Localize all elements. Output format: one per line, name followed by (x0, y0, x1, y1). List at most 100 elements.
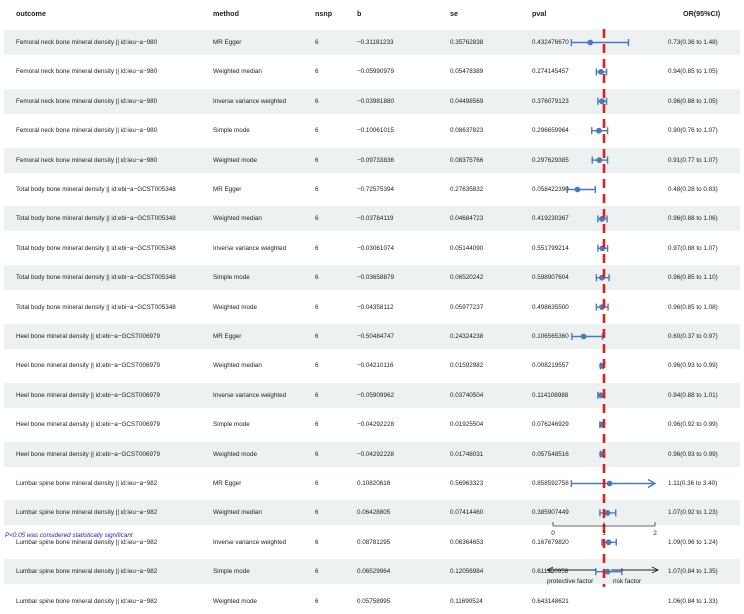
table-row: Heel bone mineral density || id:ebi−a−GC… (4, 441, 740, 467)
cell-nsnp: 6 (315, 333, 319, 340)
cell-pval: 0.274145457 (532, 68, 569, 76)
protective-arrow-head (545, 566, 554, 574)
cell-se: 0.05977237 (450, 303, 484, 311)
cell-outcome: Lumbar spine bone mineral density || id:… (16, 568, 158, 576)
cell-b: −0.03061074 (357, 244, 394, 252)
header-b: b (357, 9, 362, 18)
cell-se: 0.12056984 (450, 568, 484, 576)
cell-or-ci: 0.96(0.85 to 1.08) (668, 303, 718, 311)
cell-method: Simple mode (213, 421, 250, 429)
cell-nsnp: 6 (315, 538, 319, 546)
cell-method: Weighted mode (213, 450, 257, 458)
cell-nsnp: 6 (315, 244, 319, 252)
cell-b: −0.04292228 (357, 450, 394, 458)
cell-nsnp: 6 (315, 274, 319, 282)
cell-pval: 0.057548516 (532, 450, 569, 458)
cell-nsnp: 6 (315, 480, 319, 487)
table-row: Heel bone mineral density || id:ebi−a−GC… (4, 353, 740, 378)
cell-outcome: Lumbar spine bone mineral density || id:… (16, 597, 158, 605)
cell-method: MR Egger (213, 333, 242, 340)
cell-method: MR Egger (213, 186, 242, 193)
cell-outcome: Heel bone mineral density || id:ebi−a−GC… (16, 450, 160, 458)
cell-pval: 0.551799214 (532, 244, 569, 252)
cell-nsnp: 6 (315, 597, 319, 605)
cell-method: Weighted median (213, 509, 262, 517)
cell-se: 0.01925504 (450, 421, 484, 429)
cell-pval: 0.114108988 (532, 391, 569, 399)
cell-outcome: Femoral neck bone mineral density || id:… (16, 68, 158, 76)
cell-method: Weighted median (213, 68, 262, 76)
table-row: Femoral neck bone mineral density || id:… (4, 59, 740, 84)
estimate-point (598, 69, 604, 75)
cell-se: 0.06364653 (450, 538, 484, 546)
cell-outcome: Lumbar spine bone mineral density || id:… (16, 538, 158, 546)
table-row: Heel bone mineral density || id:ebi−a−GC… (4, 324, 740, 349)
cell-b: 0.06529964 (357, 568, 391, 576)
cell-se: 0.27635832 (450, 186, 484, 193)
estimate-point (606, 480, 613, 487)
estimate-point (605, 539, 612, 546)
cell-outcome: Femoral neck bone mineral density || id:… (16, 127, 158, 135)
cell-nsnp: 6 (315, 127, 319, 135)
cell-b: −0.05990979 (357, 68, 394, 76)
cell-se: 0.03740504 (450, 391, 484, 399)
cell-nsnp: 6 (315, 156, 319, 164)
cell-method: Weighted median (213, 215, 262, 223)
cell-or-ci: 0.96(0.93 to 0.99) (668, 450, 718, 458)
table-row: Femoral neck bone mineral density || id:… (4, 147, 740, 173)
cell-nsnp: 6 (315, 450, 319, 458)
cell-method: Simple mode (213, 568, 250, 576)
cell-pval: 0.858592758 (532, 480, 569, 487)
cell-b: −0.03784119 (357, 215, 394, 223)
cell-nsnp: 6 (315, 391, 319, 399)
cell-b: −0.09733836 (357, 156, 394, 164)
forest-plot: 0 1 2 protective factor risk factor (545, 29, 660, 587)
cell-nsnp: 6 (315, 97, 319, 105)
table-row: Femoral neck bone mineral density || id:… (4, 118, 740, 143)
table-row: Femoral neck bone mineral density || id:… (4, 88, 740, 114)
cell-method: Weighted mode (213, 303, 257, 311)
cell-b: 0.06428805 (357, 509, 391, 517)
cell-pval: 0.167679820 (532, 538, 569, 546)
cell-pval: 0.376079123 (532, 97, 569, 105)
cell-se: 0.04684723 (450, 215, 484, 223)
ci-arrow-right (647, 478, 657, 489)
estimate-point (598, 392, 604, 399)
cell-method: Weighted median (213, 362, 262, 370)
cell-b: −0.04358112 (357, 303, 394, 311)
cell-nsnp: 6 (315, 186, 319, 193)
cell-nsnp: 6 (315, 68, 319, 76)
cell-pval: 0.432476670 (532, 39, 569, 46)
cell-se: 0.07414460 (450, 509, 484, 517)
cell-se: 0.06520242 (450, 274, 484, 282)
cell-se: 0.08637823 (450, 127, 484, 135)
table-row: Lumbar spine bone mineral density || id:… (4, 530, 740, 555)
cell-or-ci: 0.60(0.37 to 0.97) (668, 333, 718, 340)
cell-outcome: Total body bone mineral density || id:eb… (16, 244, 176, 252)
cell-se: 0.08375766 (450, 156, 484, 164)
estimate-point (604, 568, 611, 575)
cell-outcome: Femoral neck bone mineral density || id:… (16, 97, 158, 105)
cell-pval: 0.643148621 (532, 597, 569, 605)
cell-or-ci: 0.96(0.92 to 0.99) (668, 421, 718, 429)
estimate-point (574, 186, 581, 193)
cell-outcome: Heel bone mineral density || id:ebi−a−GC… (16, 391, 160, 399)
cell-nsnp: 6 (315, 509, 319, 517)
table-row: Total body bone mineral density || id:eb… (4, 295, 740, 320)
estimate-point (604, 510, 611, 516)
cell-b: −0.31181233 (357, 39, 394, 46)
cell-outcome: Total body bone mineral density || id:eb… (16, 274, 176, 282)
cell-or-ci: 1.07(0.92 to 1.23) (668, 509, 718, 517)
cell-method: Weighted mode (213, 597, 257, 605)
cell-se: 0.24324238 (450, 333, 484, 340)
cell-outcome: Total body bone mineral density || id:eb… (16, 186, 176, 193)
cell-outcome: Femoral neck bone mineral density || id:… (16, 156, 158, 164)
cell-or-ci: 0.96(0.88 to 1.05) (668, 97, 718, 105)
cell-pval: 0.385907449 (532, 509, 569, 517)
cell-or-ci: 0.73(0.36 to 1.48) (668, 39, 718, 46)
cell-b: −0.03981880 (357, 97, 394, 105)
x-tick-label: 0 (551, 530, 555, 537)
cell-se: 0.05144090 (450, 244, 484, 252)
cell-se: 0.01748031 (450, 450, 484, 458)
cell-method: Weighted mode (213, 156, 257, 164)
